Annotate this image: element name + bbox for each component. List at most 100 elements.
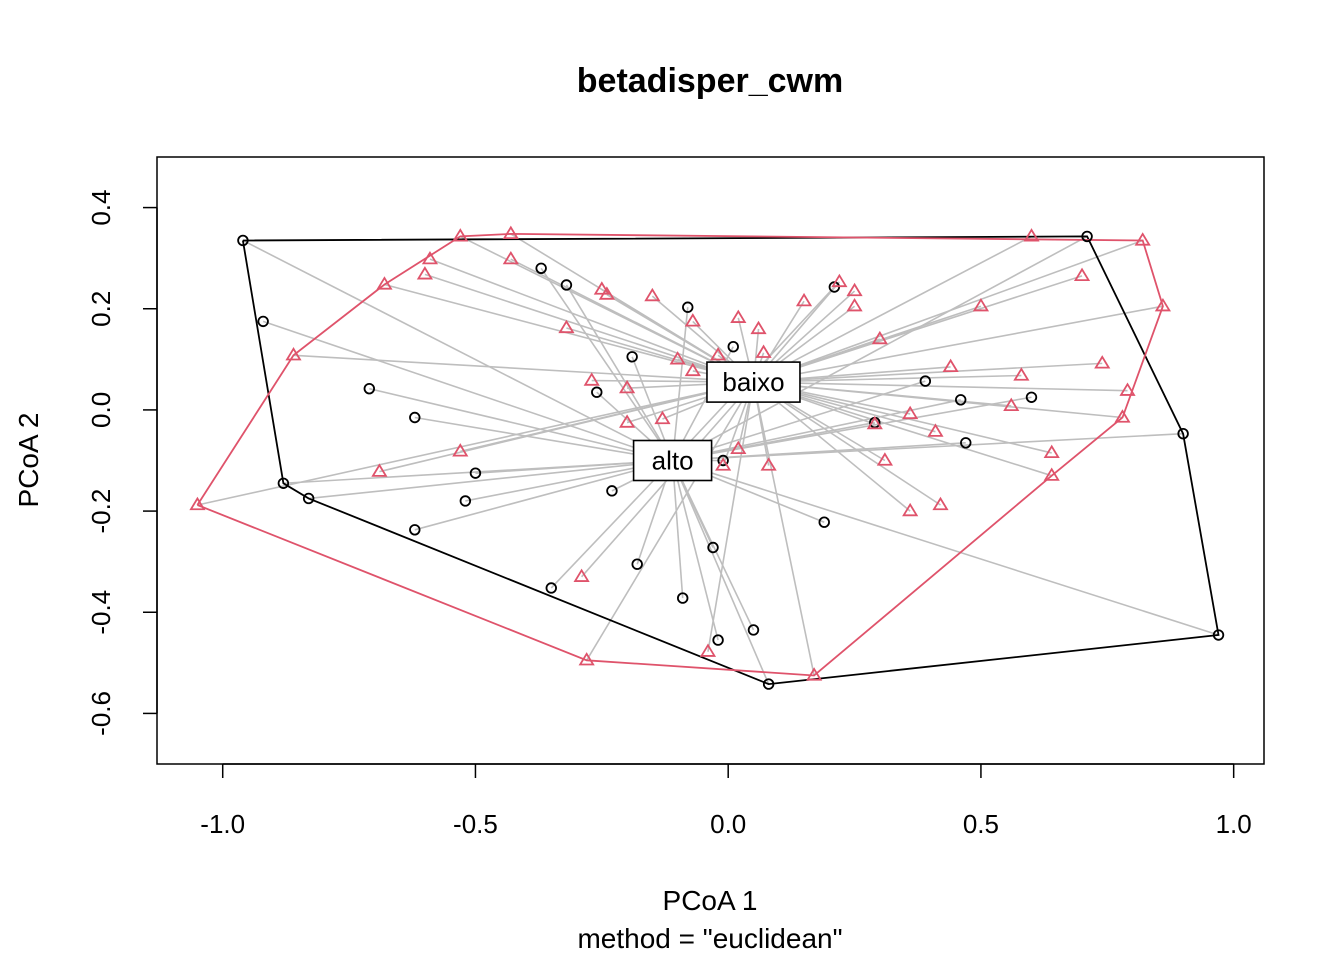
point-baixo [1043,467,1060,481]
segment-baixo [753,275,1083,383]
point-baixo [502,250,519,265]
centroid-labels: alto baixo [632,361,801,482]
segment-alto [671,460,719,641]
point-baixo [1073,267,1091,281]
point-baixo [795,292,813,307]
point-baixo [806,667,823,681]
point-baixo [902,405,919,420]
point-baixo [730,440,747,454]
point-alto [469,467,482,479]
y-tick-label: 0.2 [86,291,116,327]
point-baixo [942,358,959,373]
point-alto [707,541,719,554]
point-baixo [1134,232,1151,246]
point-baixo [699,643,717,657]
point-alto [1081,230,1093,243]
point-alto [747,624,760,636]
segment-alto [262,320,673,462]
point-alto [237,234,249,247]
segment-baixo [293,354,754,383]
segment-baixo [753,381,1123,419]
point-alto [606,485,618,497]
segment-alto [671,307,689,461]
point-alto [960,437,972,449]
point-alto [712,634,724,646]
point-baixo [578,652,595,666]
segment-baixo [707,381,755,652]
chart-subtitle: method = "euclidean" [577,923,842,954]
point-baixo [760,457,777,471]
point-alto [955,394,967,406]
point-alto [409,524,421,536]
point-alto [1177,427,1189,440]
point-baixo [371,463,388,477]
segment-baixo [384,283,754,383]
segment-alto [242,239,673,462]
point-baixo [730,309,747,323]
segment-baixo [753,305,1164,383]
point-baixo [618,414,636,428]
point-alto [257,315,269,328]
point-baixo [831,273,848,288]
point-baixo [452,443,469,457]
point-alto [1212,629,1225,641]
data-points [189,225,1225,690]
segment-baixo [585,381,755,661]
point-baixo [558,319,575,334]
point-baixo [573,568,590,582]
segment-baixo [197,381,754,506]
point-baixo [1023,228,1040,242]
point-baixo [684,362,701,377]
point-baixo [1043,444,1060,459]
segment-baixo [753,239,1143,383]
x-axis-label: PCoA 1 [663,885,758,916]
point-alto [762,678,775,690]
y-tick-label: -0.4 [86,590,116,635]
segment-baixo [753,381,1052,454]
segment-baixo [424,273,754,383]
centroid-label-alto: alto [652,446,694,476]
segment-baixo [753,381,1128,392]
point-alto [919,375,932,387]
x-tick-label: -1.0 [200,809,245,839]
segment-alto [565,284,674,461]
y-tick-label: -0.2 [86,489,116,534]
point-baixo [684,313,701,327]
point-alto [535,262,547,274]
segment-alto [671,460,684,599]
point-baixo [189,496,206,511]
point-alto [626,351,638,363]
hull-alto [242,235,1220,686]
point-baixo [376,276,393,290]
segment-baixo [429,258,754,383]
point-alto [363,382,376,395]
point-alto [409,411,421,424]
point-alto [302,492,315,505]
point-baixo [1119,382,1136,396]
segment-alto [671,460,755,631]
point-baixo [927,423,944,437]
point-alto [631,558,643,570]
segment-alto [550,459,674,589]
segment-alto [540,267,674,461]
point-baixo [846,297,863,312]
segment-alto [414,416,673,462]
point-baixo [871,330,888,345]
segment-alto [308,459,673,500]
point-baixo [416,266,434,280]
y-tick-label: -0.6 [86,691,116,736]
point-baixo [755,344,772,358]
centroid-box-baixo [706,361,801,403]
point-baixo [593,281,610,295]
point-baixo [866,415,883,430]
point-baixo [285,347,302,361]
point-baixo [1003,397,1020,411]
x-axis: -1.0 -0.5 0.0 0.5 1.0 [200,763,1252,839]
centroid-baixo: baixo [706,361,801,403]
point-baixo [1114,409,1131,423]
segment-alto [369,387,673,462]
point-baixo [598,286,615,300]
y-tick-label: 0.0 [86,392,116,428]
x-tick-label: 0.0 [710,809,746,839]
point-baixo [618,379,636,394]
